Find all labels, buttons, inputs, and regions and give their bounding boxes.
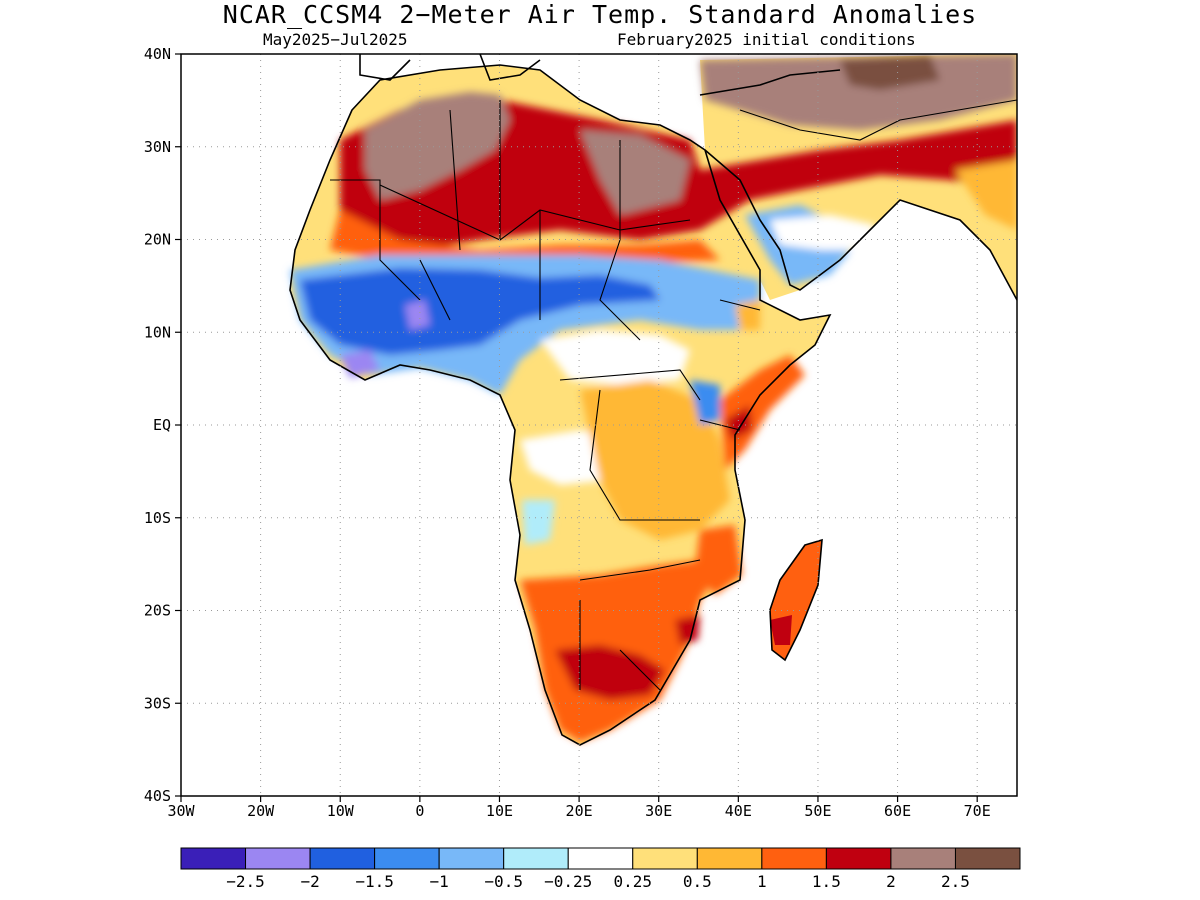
initial-conditions-label: February2025 initial conditions [617,30,916,49]
lon-tick-label: 30W [167,802,195,820]
colorbar-swatch [438,847,505,870]
colorbar-swatch [890,847,956,870]
lat-tick-label: 10N [144,323,171,341]
colorbar-label: −2 [300,872,319,891]
colorbar-label: −0.25 [544,872,592,891]
lat-tick-label: 20N [144,231,171,249]
colorbar-label: 2 [886,872,896,891]
colorbar-swatch [825,847,892,870]
south-africa-hot-area [555,645,665,700]
colorbar-swatch [954,847,1021,870]
lon-tick-label: 10W [327,802,355,820]
lake-victoria-cool [690,380,720,425]
country-borders [330,99,1017,691]
valid-period-label: May2025−Jul2025 [263,30,408,49]
arabia-warm-coast [955,160,1017,230]
colorbar-swatch [567,847,634,870]
lon-tick-label: 40E [725,802,752,820]
mozambique-warm [695,525,742,595]
lat-tick-label: 40N [144,45,171,63]
lon-tick-label: 10E [486,802,513,820]
kenya-hot-spot [725,405,752,440]
colorbar-label: 0.5 [683,872,712,891]
coastlines [289,54,1017,746]
arabia-white-area [770,215,875,250]
sahel-strong-cool-band [300,268,660,355]
colorbar-label: −0.5 [484,872,523,891]
iran-brown-area [700,54,1017,130]
lon-tick-label: 50E [804,802,831,820]
central-warm-area [580,380,730,540]
anomaly-field [289,54,1017,746]
lon-tick-label: 0 [415,802,424,820]
ghana-cold-spot [405,300,430,330]
chart-title: NCAR_CCSM4 2−Meter Air Temp. Standard An… [222,0,978,29]
colorbar-label: −1.5 [355,872,394,891]
colorbar-swatch [761,847,827,870]
lat-tick-label: EQ [153,416,171,434]
red-sea-warm-spot [735,300,760,330]
lat-tick-label: 40S [144,787,171,805]
angola-cool [522,500,555,545]
colorbar-swatch [309,847,376,870]
east-africa-warm [720,355,805,470]
lat-tick-label: 10S [144,509,171,527]
lat-tick-label: 20S [144,602,171,620]
colorbar-swatch [180,847,247,870]
lat-tick-label: 30S [144,694,171,712]
colorbar-label: 1 [757,872,767,891]
colorbar-label: 0.25 [614,872,653,891]
lat-tick-label: 30N [144,138,171,156]
madagascar-hot-spot [770,615,792,645]
colorbar-label: −2.5 [226,872,265,891]
colorbar-swatch [632,847,698,870]
border-lines [330,99,1017,691]
colorbar-label: 2.5 [941,872,970,891]
colorbar-swatch [374,847,440,870]
colorbar: −2.5 −2 −1.5 −1 −0.5 −0.25 0.25 0.5 1 1.5 2 2.5 [180,847,1021,891]
mediterranean-north-coast [359,54,841,96]
colorbar-swatch [503,847,569,870]
lon-tick-label: 20E [566,802,593,820]
colorbar-label: 1.5 [812,872,841,891]
lon-tick-label: 70E [964,802,991,820]
lon-tick-label: 30E [645,802,672,820]
colorbar-label: −1 [430,872,449,891]
egypt-brown-area [580,130,690,215]
madagascar-coastline [769,538,823,662]
lon-tick-label: 20W [247,802,275,820]
gridlines [181,54,1017,796]
arabia-coastline [704,149,1017,301]
lon-tick-label: 60E [884,802,911,820]
africa-coastline [289,64,832,746]
colorbar-swatch [696,847,763,870]
sahara-brown-area [365,92,510,200]
colorbar-swatch [245,847,311,870]
iran-dark-brown-area [840,55,940,90]
central-africa-neutral [540,330,690,385]
